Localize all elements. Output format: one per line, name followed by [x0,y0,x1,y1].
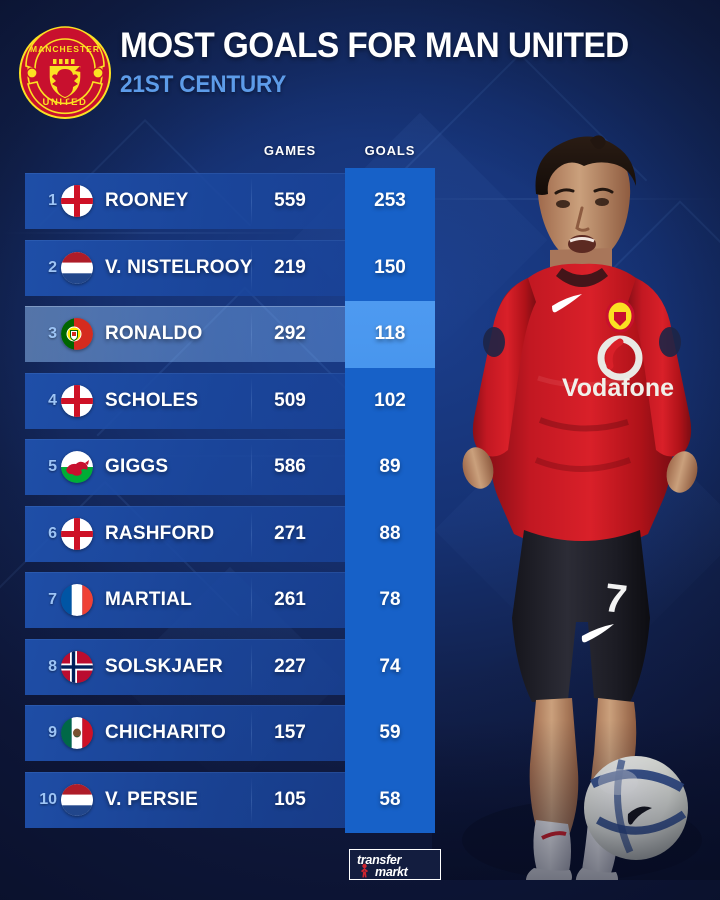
column-divider [251,776,252,824]
row-player-name: V. PERSIE [105,788,198,810]
transfermarkt-logo-line1: transfer [357,853,402,867]
england-flag-icon [61,185,93,217]
column-divider [251,444,252,491]
table-row[interactable]: 2 V. NISTELROOY 219 150 [0,234,460,301]
svg-text:Vodafone: Vodafone [562,374,674,402]
leaderboard-table: 1 ROONEY 559 253 2 V. NISTELROOY 219 150 3 RON… [0,168,460,833]
netherlands-flag-icon [61,783,93,816]
goals-highlight-block [345,567,435,634]
row-rank: 7 [48,591,57,609]
table-row[interactable]: 5 GIGGS 586 89 [0,434,460,501]
goals-highlight-block [345,367,435,434]
column-divider [251,178,252,225]
table-row[interactable]: 7 MARTIAL 261 78 [0,567,460,634]
row-goals-value: 88 [379,522,401,544]
goals-highlight-block [345,500,435,567]
column-headers: GAMES GOALS [0,143,460,163]
row-rank: 4 [48,391,57,409]
row-rank: 3 [48,325,57,343]
goals-highlight-block [345,766,435,833]
page-subtitle: 21ST CENTURY [120,70,287,98]
row-player-name: MARTIAL [105,589,192,611]
row-goals-value: 89 [379,456,401,478]
table-row[interactable]: 4 SCHOLES 509 102 [0,367,460,434]
row-player-name: V. NISTELROOY [105,256,253,278]
cristiano-ronaldo-photo: Vodafone 7 [432,120,720,890]
row-rank: 8 [48,657,57,675]
row-goals-value: 253 [374,190,406,212]
goals-highlight-block [345,633,435,700]
svg-text:MANCHESTER: MANCHESTER [30,44,100,54]
france-flag-icon [61,584,93,616]
goals-highlight-block [345,434,435,501]
england-flag-icon [61,517,93,550]
transfermarkt-logo: transfer markt [349,849,441,880]
england-flag-icon [61,384,93,417]
header: MANCHESTER UNITED MOST GOALS FOR MAN UNI… [0,0,720,130]
table-row[interactable]: 3 RONALDO 292 118 [0,301,460,368]
netherlands-flag-icon [61,251,93,284]
row-games-value: 559 [274,190,306,212]
row-player-name: RASHFORD [105,522,215,544]
table-row[interactable]: 6 RASHFORD 271 88 [0,500,460,567]
column-divider [251,510,252,558]
row-player-name: SCHOLES [105,389,199,411]
row-games-value: 105 [274,788,306,810]
svg-text:7: 7 [602,576,629,622]
table-row[interactable]: 9 CHICHARITO 157 59 [0,700,460,767]
norway-flag-icon [61,650,93,683]
transfermarkt-logo-line2: markt [375,865,408,879]
row-goals-value: 74 [379,655,401,677]
table-row[interactable]: 1 ROONEY 559 253 [0,168,460,235]
row-goals-value: 150 [374,256,406,278]
column-divider [251,377,252,425]
portugal-flag-icon [61,318,93,350]
row-player-name: GIGGS [105,456,169,478]
svg-text:UNITED: UNITED [43,97,88,108]
wales-flag-icon [61,451,93,483]
row-games-value: 219 [274,256,306,278]
goals-highlight-block [345,168,435,235]
table-row[interactable]: 8 SOLSKJAER 227 74 [0,633,460,700]
row-rank: 10 [39,790,57,808]
row-rank: 5 [48,458,57,476]
column-divider [251,710,252,757]
row-games-value: 261 [274,589,306,611]
row-games-value: 227 [274,655,306,677]
goals-highlight-block [345,234,435,301]
row-goals-value: 118 [374,323,406,345]
row-games-value: 292 [274,323,306,345]
row-goals-value: 102 [374,389,406,411]
manchester-united-crest-icon: MANCHESTER UNITED [18,26,112,120]
goals-highlight-block [345,700,435,767]
goals-highlight-block [345,301,435,368]
row-rank: 1 [48,192,57,210]
row-player-name: ROONEY [105,190,189,212]
mexico-flag-icon [61,717,93,749]
row-games-value: 157 [274,722,306,744]
page-title: MOST GOALS FOR MAN UNITED [120,25,629,65]
row-games-value: 509 [274,389,306,411]
column-divider [251,643,252,691]
row-games-value: 271 [274,522,306,544]
column-header-goals: GOALS [364,143,416,158]
row-goals-value: 58 [379,788,401,810]
row-player-name: SOLSKJAER [105,655,223,677]
row-player-name: CHICHARITO [105,722,226,744]
row-rank: 2 [48,258,57,276]
transfermarkt-mark-icon [357,863,372,878]
title-block: MOST GOALS FOR MAN UNITED 21ST CENTURY [120,25,661,98]
table-row[interactable]: 10 V. PERSIE 105 58 [0,766,460,833]
row-rank: 6 [48,524,57,542]
column-divider [251,311,252,358]
column-divider [251,244,252,292]
column-divider [251,577,252,624]
row-games-value: 586 [274,456,306,478]
row-player-name: RONALDO [105,323,203,345]
row-rank: 9 [48,724,57,742]
row-goals-value: 59 [379,722,401,744]
row-goals-value: 78 [379,589,401,611]
column-header-games: GAMES [263,143,317,158]
